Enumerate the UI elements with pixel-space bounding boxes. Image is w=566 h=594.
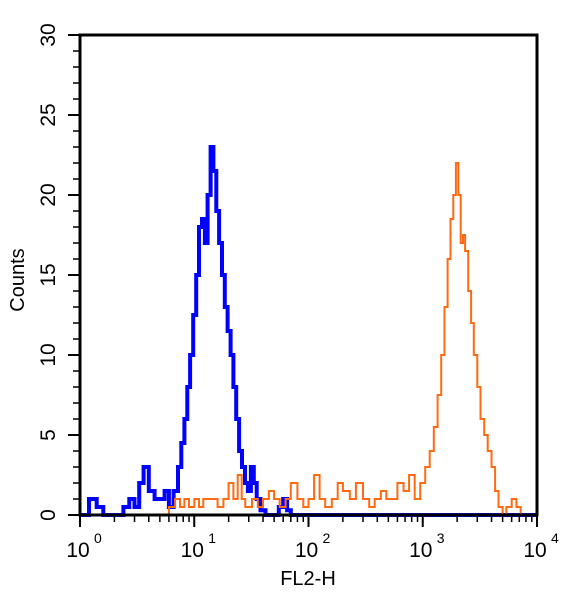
x-tick-label: 10 [295,539,318,562]
x-tick-label: 10 [181,539,204,562]
x-tick-exponent: 4 [551,530,559,546]
y-axis-label: Counts [7,248,29,311]
y-tick-label: 15 [37,263,60,286]
x-tick-label: 10 [66,539,89,562]
x-tick-label: 10 [409,539,432,562]
x-axis-label: FL2-H [280,568,336,590]
y-tick-label: 30 [37,23,60,46]
series-layer [80,145,537,517]
y-tick-label: 20 [37,183,60,206]
x-tick-exponent: 3 [437,530,445,546]
x-tick-label: 10 [523,539,546,562]
y-tick-label: 10 [37,343,60,366]
y-tick-label: 0 [37,509,60,521]
x-tick-exponent: 1 [208,530,216,546]
y-tick-label: 25 [37,103,60,126]
series-line-2 [80,162,537,516]
x-tick-exponent: 0 [94,530,102,546]
series-line-1 [80,145,537,517]
y-tick-label: 5 [37,429,60,441]
x-tick-exponent: 2 [323,530,331,546]
